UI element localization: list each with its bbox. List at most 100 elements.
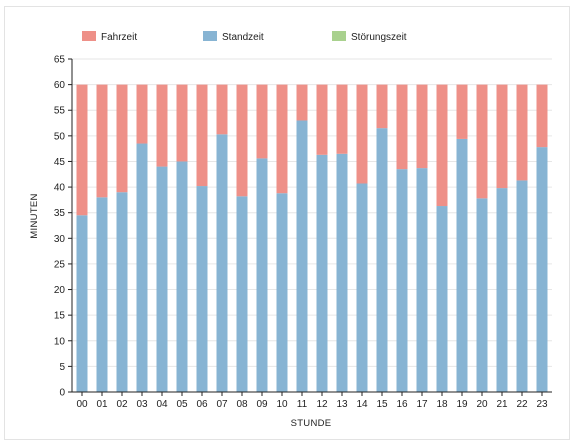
x-tick-label-16: 16 (396, 399, 408, 410)
x-tick-label-20: 20 (476, 399, 488, 410)
x-axis-label: STUNDE (291, 418, 332, 429)
x-tick-label-09: 09 (256, 399, 268, 410)
bar-fahrzeit-08 (236, 84, 248, 197)
x-tick-label-08: 08 (236, 399, 248, 410)
legend-swatch-standzeit (203, 31, 217, 41)
y-tick-label-40: 40 (54, 183, 66, 194)
y-tick-label-65: 65 (54, 55, 66, 66)
bar-standzeit-22 (516, 180, 528, 392)
y-tick-label-60: 60 (54, 80, 66, 91)
y-tick-label-10: 10 (54, 336, 66, 347)
bar-standzeit-13 (336, 153, 348, 392)
bar-fahrzeit-17 (416, 84, 428, 169)
bar-standzeit-04 (156, 166, 168, 392)
bar-standzeit-18 (436, 206, 448, 392)
legend-label-fahrzeit: Fahrzeit (101, 32, 137, 43)
x-tick-label-11: 11 (297, 399, 308, 410)
bar-fahrzeit-16 (396, 84, 408, 170)
bar-standzeit-23 (536, 147, 548, 392)
bar-standzeit-21 (496, 188, 508, 392)
bar-fahrzeit-10 (276, 84, 288, 194)
bar-fahrzeit-20 (476, 84, 488, 199)
bar-standzeit-12 (316, 154, 328, 392)
legend-label-stoerungszeit: Störungszeit (351, 32, 407, 43)
bar-standzeit-02 (116, 192, 128, 392)
y-tick-label-30: 30 (54, 234, 66, 245)
bar-fahrzeit-19 (456, 84, 468, 139)
x-tick-label-03: 03 (136, 399, 148, 410)
x-tick-label-15: 15 (376, 399, 388, 410)
x-tick-label-13: 13 (336, 399, 348, 410)
x-tick-label-12: 12 (316, 399, 328, 410)
bar-standzeit-15 (376, 128, 388, 392)
y-tick-label-5: 5 (59, 362, 65, 373)
x-tick-label-00: 00 (76, 399, 88, 410)
legend-label-standzeit: Standzeit (222, 32, 264, 43)
x-tick-label-22: 22 (516, 399, 528, 410)
bar-standzeit-03 (136, 143, 148, 392)
bar-fahrzeit-01 (96, 84, 108, 198)
x-tick-label-19: 19 (456, 399, 468, 410)
bar-fahrzeit-07 (216, 84, 228, 135)
y-tick-label-15: 15 (54, 311, 66, 322)
bar-standzeit-08 (236, 196, 248, 392)
bar-fahrzeit-18 (436, 84, 448, 207)
bar-fahrzeit-09 (256, 84, 268, 159)
bar-fahrzeit-13 (336, 84, 348, 154)
bar-standzeit-07 (216, 134, 228, 392)
legend-swatch-fahrzeit (82, 31, 96, 41)
y-tick-label-20: 20 (54, 285, 66, 296)
bar-standzeit-00 (76, 215, 88, 392)
bar-fahrzeit-05 (176, 84, 188, 162)
bar-fahrzeit-22 (516, 84, 528, 181)
bar-fahrzeit-03 (136, 84, 148, 144)
gridlines (68, 58, 552, 393)
bar-standzeit-05 (176, 161, 188, 392)
y-tick-label-50: 50 (54, 131, 66, 142)
x-tick-label-07: 07 (216, 399, 228, 410)
bar-standzeit-20 (476, 198, 488, 392)
bar-fahrzeit-06 (196, 84, 208, 187)
bar-standzeit-10 (276, 193, 288, 392)
y-tick-label-25: 25 (54, 259, 66, 270)
bars (76, 84, 548, 392)
y-axis-label: MINUTEN (29, 193, 40, 238)
x-tick-label-05: 05 (176, 399, 188, 410)
x-tick-label-01: 01 (96, 399, 108, 410)
y-tick-label-45: 45 (54, 157, 66, 168)
y-tick-label-0: 0 (59, 388, 65, 399)
x-tick-label-21: 21 (496, 399, 508, 410)
x-tick-labels: 00 01 02 03 04 05 06 07 08 09 10 11 12 13 14 15 16 17 18 19… (76, 392, 548, 410)
bar-fahrzeit-14 (356, 84, 368, 184)
bar-standzeit-14 (356, 183, 368, 392)
y-tick-labels: 0 5 10 15 20 25 30 35 40 45 50 55 60 65 (54, 55, 66, 399)
bar-fahrzeit-11 (296, 84, 308, 121)
bar-fahrzeit-02 (116, 84, 128, 193)
x-tick-label-17: 17 (416, 399, 428, 410)
y-tick-label-35: 35 (54, 208, 66, 219)
x-tick-label-02: 02 (116, 399, 128, 410)
bar-standzeit-11 (296, 120, 308, 392)
x-tick-label-18: 18 (436, 399, 448, 410)
legend: Fahrzeit Standzeit Störungszeit (82, 31, 407, 43)
legend-swatch-stoerungszeit (332, 31, 346, 41)
y-tick-label-55: 55 (54, 106, 66, 117)
x-tick-label-06: 06 (196, 399, 208, 410)
bar-fahrzeit-21 (496, 84, 508, 189)
bar-standzeit-06 (196, 186, 208, 392)
bar-fahrzeit-12 (316, 84, 328, 155)
bar-standzeit-16 (396, 169, 408, 392)
x-tick-label-04: 04 (156, 399, 168, 410)
bar-fahrzeit-15 (376, 84, 388, 129)
x-tick-label-23: 23 (536, 399, 548, 410)
x-tick-label-10: 10 (276, 399, 288, 410)
axes (71, 59, 552, 393)
bar-standzeit-01 (96, 197, 108, 392)
bar-fahrzeit-23 (536, 84, 548, 148)
bar-fahrzeit-04 (156, 84, 168, 167)
x-tick-label-14: 14 (356, 399, 368, 410)
bar-standzeit-17 (416, 168, 428, 392)
bar-standzeit-09 (256, 158, 268, 392)
bar-standzeit-19 (456, 138, 468, 392)
